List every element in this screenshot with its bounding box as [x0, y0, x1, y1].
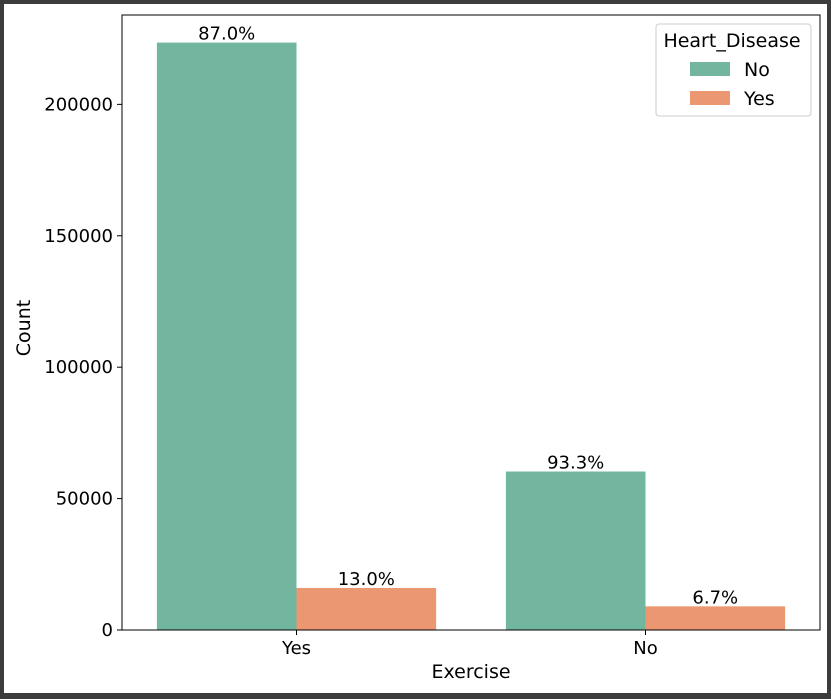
y-axis: 0 50000 100000 150000 200000 [44, 94, 122, 641]
bar-value-label: 13.0% [338, 569, 395, 590]
legend: Heart_Disease No Yes [655, 23, 812, 117]
bar-value-label: 93.3% [547, 453, 604, 474]
legend-label-no: No [744, 59, 770, 81]
y-tick-label: 100000 [44, 357, 113, 378]
legend-label-yes: Yes [743, 88, 775, 110]
bar-yes-yes [296, 587, 437, 630]
y-tick-label: 150000 [44, 226, 113, 247]
bar-yes-no [645, 606, 786, 630]
x-tick-label: Yes [281, 638, 311, 659]
bar-labels-layer: 87.0% 13.0% 93.3% 6.7% [198, 24, 738, 609]
legend-swatch-yes [690, 91, 730, 105]
grouped-bar-chart: 87.0% 13.0% 93.3% 6.7% 0 50000 100000 150000 20… [13, 14, 821, 683]
y-tick-label: 200000 [44, 94, 113, 115]
x-axis: Yes No [281, 630, 658, 659]
x-tick-label: No [633, 638, 657, 659]
y-tick-label: 0 [102, 620, 113, 641]
plot-area [121, 14, 821, 631]
bar-value-label: 87.0% [198, 24, 255, 45]
chart-frame: 87.0% 13.0% 93.3% 6.7% 0 50000 100000 150000 20… [4, 4, 827, 693]
y-tick-label: 50000 [56, 489, 113, 510]
bar-no-yes [156, 42, 297, 631]
bars-layer [156, 42, 786, 631]
x-axis-label: Exercise [431, 661, 510, 683]
legend-title: Heart_Disease [663, 30, 800, 52]
bar-value-label: 6.7% [692, 587, 738, 608]
bar-no-no [505, 471, 646, 630]
y-axis-label: Count [13, 300, 35, 356]
legend-swatch-no [690, 62, 730, 76]
